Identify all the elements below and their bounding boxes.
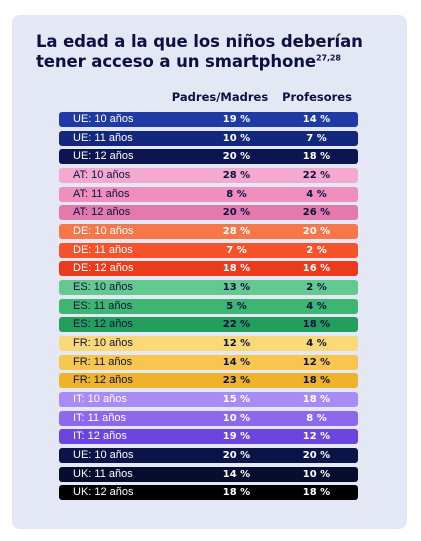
teachers-value: 12 %	[302, 356, 331, 368]
column-header-parents: Padres/Madres	[171, 90, 269, 104]
table-row: IT: 11 años 10 % 8 %	[59, 410, 358, 426]
row-label: UK: 12 años	[73, 486, 134, 498]
row-label: DE: 11 años	[73, 243, 133, 256]
chart-title: La edad a la que los niños deberían tene…	[36, 32, 406, 72]
row-label: ES: 10 años	[73, 281, 133, 293]
parents-value: 7 %	[226, 244, 247, 256]
parents-value: 28 %	[222, 226, 251, 237]
table-row: IT: 10 años 15 % 18 %	[59, 392, 358, 407]
table-row: FR: 10 años 12 % 4 %	[59, 336, 358, 351]
teachers-value: 2 %	[306, 282, 327, 293]
teachers-value: 2 %	[306, 244, 327, 256]
parents-value: 20 %	[222, 151, 251, 162]
teachers-value: 26 %	[302, 207, 331, 218]
table-row: UK: 12 años 18 % 18 %	[59, 485, 358, 500]
table-row: FR: 12 años 23 % 18 %	[59, 373, 358, 388]
table-row: UE: 12 años 20 % 18 %	[59, 149, 358, 164]
parents-value: 19 %	[222, 114, 251, 125]
parents-value: 20 %	[222, 450, 251, 461]
teachers-value: 4 %	[306, 188, 327, 200]
table-row: AT: 10 años 28 % 22 %	[59, 168, 358, 183]
table-row: AT: 12 años 20 % 26 %	[59, 205, 358, 220]
parents-value: 15 %	[222, 394, 251, 405]
row-label: IT: 10 años	[73, 393, 127, 405]
parents-value: 12 %	[222, 338, 251, 349]
table-row: ES: 11 años 5 % 4 %	[59, 298, 358, 314]
teachers-value: 18 %	[302, 394, 331, 405]
teachers-value: 12 %	[302, 431, 331, 442]
row-label: IT: 11 años	[73, 411, 126, 424]
parents-value: 8 %	[226, 188, 247, 200]
table-row: UE: 10 años 20 % 20 %	[59, 448, 358, 463]
table-row: ES: 12 años 22 % 18 %	[59, 317, 358, 332]
parents-value: 20 %	[222, 207, 251, 218]
row-label: ES: 11 años	[73, 299, 133, 312]
footnote-reference: 27,28	[316, 53, 341, 63]
row-label: IT: 12 años	[73, 430, 127, 442]
row-label: ES: 12 años	[73, 318, 133, 330]
row-label: UE: 12 años	[73, 150, 134, 162]
table-row: DE: 11 años 7 % 2 %	[59, 242, 358, 258]
parents-value: 28 %	[222, 170, 251, 181]
teachers-value: 16 %	[302, 263, 331, 274]
teachers-value: 20 %	[302, 226, 331, 237]
parents-value: 10 %	[222, 132, 251, 144]
parents-value: 23 %	[222, 375, 251, 386]
table-row: UE: 11 años 10 % 7 %	[59, 130, 358, 146]
parents-value: 19 %	[222, 431, 251, 442]
row-label: UE: 10 años	[73, 449, 134, 461]
teachers-value: 10 %	[302, 468, 331, 480]
parents-value: 18 %	[222, 487, 251, 498]
row-label: FR: 12 años	[73, 374, 133, 386]
parents-value: 5 %	[226, 300, 247, 312]
table-row: UE: 10 años 19 % 14 %	[59, 112, 358, 127]
teachers-value: 22 %	[302, 170, 331, 181]
parents-value: 13 %	[222, 282, 251, 293]
row-label: AT: 11 años	[73, 187, 130, 200]
row-label: FR: 11 años	[73, 355, 133, 368]
teachers-value: 18 %	[302, 151, 331, 162]
row-label: DE: 12 años	[73, 262, 134, 274]
row-label: UE: 10 años	[73, 113, 134, 125]
parents-value: 14 %	[222, 468, 251, 480]
table-row: FR: 11 años 14 % 12 %	[59, 354, 358, 370]
column-header-teachers: Profesores	[282, 90, 352, 104]
table-row: DE: 10 años 28 % 20 %	[59, 224, 358, 239]
row-label: FR: 10 años	[73, 337, 133, 349]
table-row: ES: 10 años 13 % 2 %	[59, 280, 358, 295]
row-label: AT: 12 años	[73, 206, 131, 218]
teachers-value: 4 %	[306, 300, 327, 312]
table-row: UK: 11 años 14 % 10 %	[59, 466, 358, 482]
teachers-value: 8 %	[306, 412, 327, 424]
teachers-value: 14 %	[302, 114, 331, 125]
teachers-value: 18 %	[302, 487, 331, 498]
parents-value: 10 %	[222, 412, 251, 424]
row-label: AT: 10 años	[73, 169, 131, 181]
table-row: IT: 12 años 19 % 12 %	[59, 429, 358, 444]
parents-value: 22 %	[222, 319, 251, 330]
row-label: DE: 10 años	[73, 225, 134, 237]
chart-title-text: La edad a la que los niños deberían tene…	[36, 32, 363, 71]
teachers-value: 4 %	[306, 338, 327, 349]
teachers-value: 20 %	[302, 450, 331, 461]
teachers-value: 7 %	[306, 132, 327, 144]
row-label: UK: 11 años	[73, 467, 133, 480]
parents-value: 18 %	[222, 263, 251, 274]
teachers-value: 18 %	[302, 319, 331, 330]
table-row: DE: 12 años 18 % 16 %	[59, 261, 358, 276]
row-label: UE: 11 años	[73, 131, 133, 144]
parents-value: 14 %	[222, 356, 251, 368]
teachers-value: 18 %	[302, 375, 331, 386]
table-row: AT: 11 años 8 % 4 %	[59, 186, 358, 202]
